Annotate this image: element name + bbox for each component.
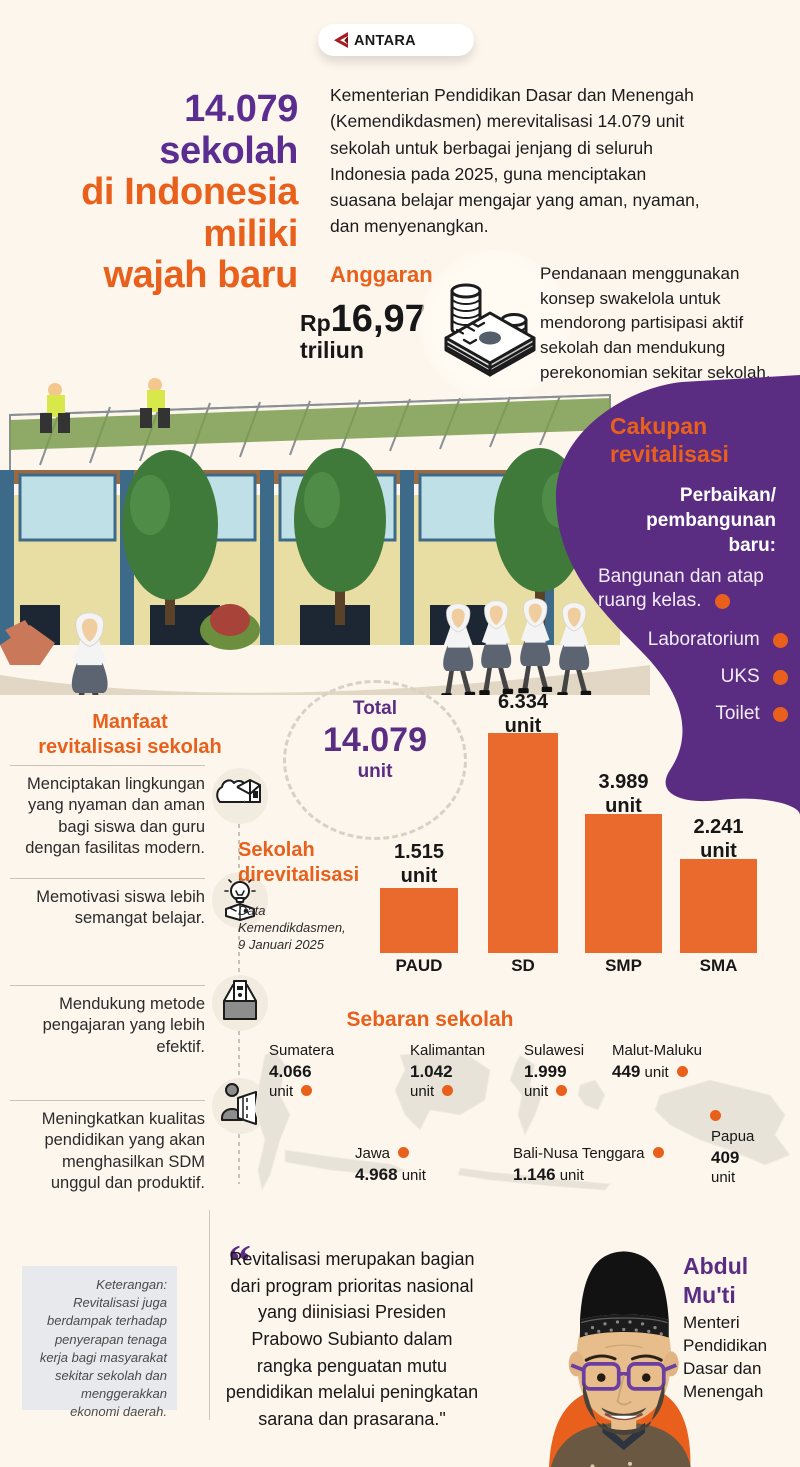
svg-text:ANTARA: ANTARA (354, 33, 416, 49)
